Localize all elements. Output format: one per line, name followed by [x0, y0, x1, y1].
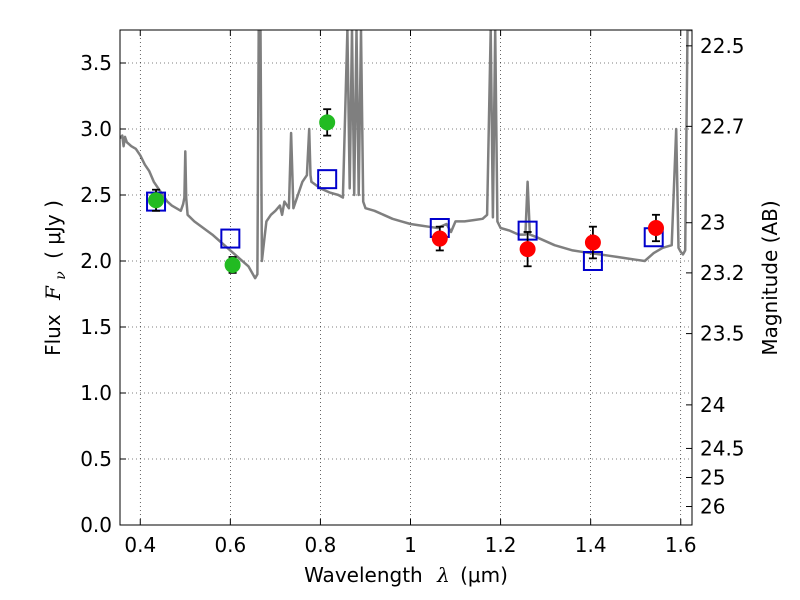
model-spectrum-line — [120, 30, 692, 280]
y-axis-label-text: Flux — [41, 314, 65, 356]
x-axis-label-text: Wavelength — [304, 563, 423, 587]
observed-flux-point — [319, 114, 336, 131]
y2-tick-label: 22.5 — [700, 34, 745, 58]
x-tick-label: 0.8 — [305, 533, 337, 557]
y2-tick-label: 23.2 — [700, 261, 745, 285]
y2-tick-label: 24.5 — [700, 436, 745, 460]
y-axis-label-subscript: ν — [53, 271, 69, 280]
model-photometry-square — [317, 169, 338, 190]
y-axis-label-symbol: F — [41, 285, 65, 301]
x-tick-label: 1 — [404, 533, 417, 557]
y2-tick-label: 25 — [700, 465, 725, 489]
observed-flux-point — [584, 234, 601, 251]
y-axis-label-unit: ( μJy ) — [41, 200, 65, 259]
x-tick-label: 0.6 — [214, 533, 246, 557]
observed-flux-point — [519, 241, 536, 258]
y2-axis-label: Magnitude (AB) — [758, 200, 782, 355]
axes-box — [119, 29, 693, 526]
x-tick-label: 1.4 — [575, 533, 607, 557]
x-axis-label-symbol: λ — [436, 563, 450, 587]
model-photometry-square — [220, 228, 241, 249]
x-tick-label: 1.2 — [485, 533, 517, 557]
x-axis-label: Wavelength λ (μm) — [304, 563, 508, 587]
x-axis-label-unit: (μm) — [460, 563, 508, 587]
y2-tick-label: 24 — [700, 393, 725, 417]
y-tick-label: 1.0 — [80, 381, 112, 405]
y-tick-label: 0.5 — [80, 447, 112, 471]
plot-area — [120, 30, 692, 525]
x-tick-label: 0.4 — [124, 533, 156, 557]
axis-tick-labels: 0.4 0.6 0.8 1 1.2 1.4 1.6 0.0 0.5 1.0 1.5 2.0 2.5 3.0… — [80, 34, 744, 557]
y-tick-label: 2.5 — [80, 183, 112, 207]
y-tick-label: 3.5 — [80, 51, 112, 75]
series-layer — [120, 30, 692, 280]
y-tick-label: 2.0 — [80, 249, 112, 273]
y2-tick-label: 23.5 — [700, 322, 745, 346]
y2-tick-label: 23 — [700, 211, 725, 235]
y-tick-label: 1.5 — [80, 315, 112, 339]
observed-flux-point — [431, 230, 448, 247]
y-tick-label: 0.0 — [80, 513, 112, 537]
axis-ticks — [120, 30, 692, 526]
observed-flux-point — [647, 220, 664, 236]
y-tick-label: 3.0 — [80, 117, 112, 141]
y2-tick-label: 22.7 — [700, 114, 745, 138]
plot-background — [120, 30, 692, 525]
y2-tick-label: 26 — [700, 495, 725, 519]
observed-flux-point — [148, 192, 165, 209]
x-tick-label: 1.6 — [665, 533, 697, 557]
observed-flux-point — [224, 256, 241, 273]
y-axis-label: Flux F ν ( μJy ) — [41, 200, 70, 356]
plot-frame — [119, 29, 693, 526]
